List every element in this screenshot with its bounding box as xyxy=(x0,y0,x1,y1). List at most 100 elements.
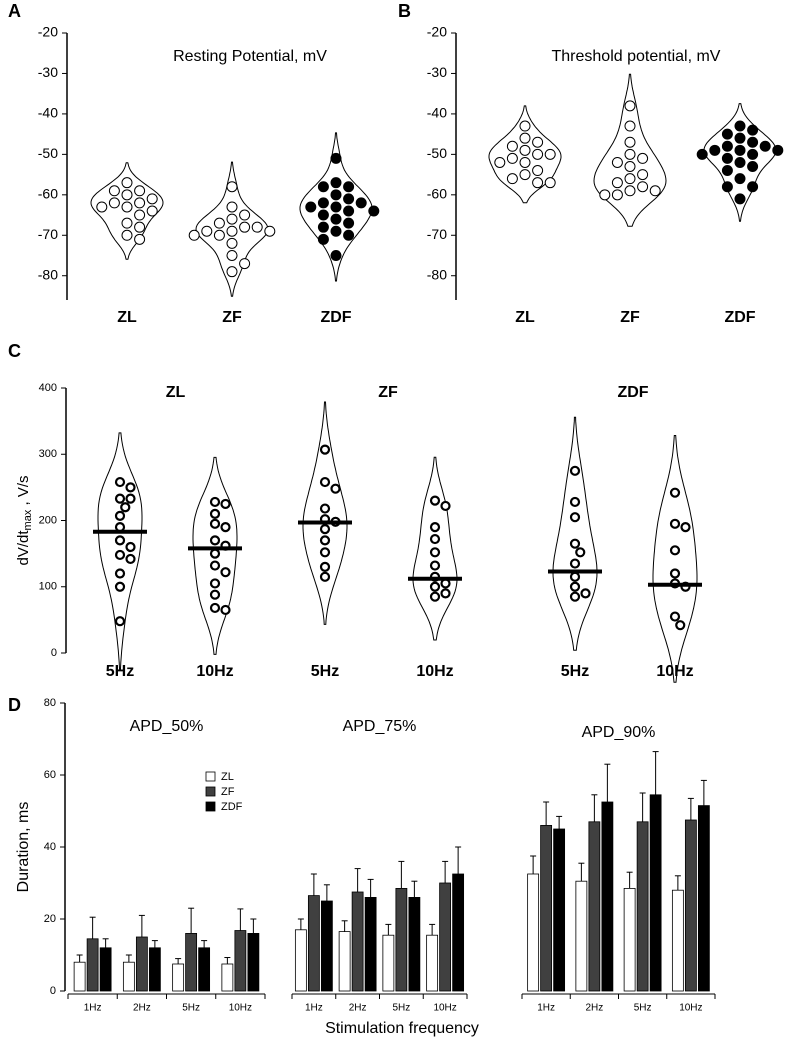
x-tick-label: 10Hz xyxy=(656,663,693,680)
error-bar xyxy=(543,801,550,826)
data-point xyxy=(121,217,133,229)
data-point xyxy=(330,483,341,494)
bar xyxy=(338,931,351,992)
x-tick-label: 5Hz xyxy=(106,663,134,680)
data-point xyxy=(747,161,759,172)
y-tick-label: -50 xyxy=(38,145,58,161)
data-point xyxy=(429,591,441,602)
x-tick-label: 1Hz xyxy=(305,1003,323,1014)
x-tick-label: 2Hz xyxy=(585,1003,603,1014)
data-point xyxy=(213,217,225,229)
bar xyxy=(426,934,439,992)
data-point xyxy=(696,148,708,160)
data-point xyxy=(669,568,681,579)
data-point xyxy=(134,209,146,221)
error-bar xyxy=(297,918,304,930)
error-bar xyxy=(354,868,361,892)
data-point xyxy=(121,229,133,241)
data-point xyxy=(317,221,329,233)
data-point xyxy=(429,495,441,506)
data-point xyxy=(747,136,759,148)
data-point xyxy=(368,205,380,217)
data-point xyxy=(330,152,342,164)
data-point xyxy=(319,535,331,546)
data-point xyxy=(611,177,623,189)
error-bar xyxy=(687,797,694,820)
data-point xyxy=(637,152,649,164)
data-point xyxy=(121,177,133,189)
legend-label: ZL xyxy=(221,771,234,783)
data-point xyxy=(624,136,636,148)
data-point xyxy=(544,177,556,189)
data-point xyxy=(239,258,251,270)
data-point xyxy=(319,476,331,488)
panel-letter: D xyxy=(8,695,21,715)
violin xyxy=(97,432,143,671)
data-point xyxy=(675,620,686,631)
data-point xyxy=(624,161,636,172)
violin xyxy=(299,132,373,282)
y-tick-label: -30 xyxy=(427,64,447,80)
data-point xyxy=(319,571,331,582)
error-bar xyxy=(76,954,83,963)
y-tick-label: -80 xyxy=(38,266,58,282)
y-label-main: dV/dt xyxy=(15,530,32,566)
data-point xyxy=(209,578,221,589)
error-bar xyxy=(429,923,436,936)
error-bar xyxy=(310,873,317,896)
data-point xyxy=(747,181,759,193)
bar xyxy=(697,805,710,992)
data-point xyxy=(121,201,133,213)
bar xyxy=(198,947,211,992)
x-tick-label: ZL xyxy=(515,309,535,326)
x-tick-label: ZF xyxy=(620,309,640,326)
x-tick-label: 1Hz xyxy=(84,1003,102,1014)
data-point xyxy=(209,518,221,529)
data-point xyxy=(209,548,221,559)
data-point xyxy=(532,148,544,160)
data-point xyxy=(114,616,126,627)
data-point xyxy=(239,221,251,233)
data-point xyxy=(734,120,746,132)
data-point xyxy=(532,165,544,177)
group-label: ZL xyxy=(166,384,186,401)
x-tick-label: 5Hz xyxy=(311,663,339,680)
data-point xyxy=(226,201,238,213)
y-tick-label: -40 xyxy=(38,105,58,121)
data-point xyxy=(519,120,531,132)
bar xyxy=(247,933,260,992)
bar xyxy=(575,880,588,992)
data-point xyxy=(569,558,581,569)
data-point xyxy=(220,567,231,578)
data-point xyxy=(239,209,251,221)
data-point xyxy=(624,185,636,197)
error-bar xyxy=(138,914,145,937)
data-point xyxy=(330,177,342,189)
data-point xyxy=(429,547,441,558)
data-point xyxy=(317,197,329,209)
data-point xyxy=(772,144,784,156)
chart-title: Resting Potential, mV xyxy=(173,48,327,65)
error-bar xyxy=(578,862,585,882)
error-bar xyxy=(201,940,208,948)
error-bar xyxy=(652,751,659,795)
bar xyxy=(86,938,99,992)
violin xyxy=(652,435,698,683)
error-bar xyxy=(237,908,244,931)
subplot-title: APD_90% xyxy=(582,724,656,741)
data-point xyxy=(519,156,531,168)
data-point xyxy=(146,193,158,205)
error-bar xyxy=(341,920,348,932)
x-tick-label: 10Hz xyxy=(229,1003,252,1014)
data-point xyxy=(330,225,342,237)
error-bar xyxy=(367,878,374,898)
bar xyxy=(221,963,234,992)
group-label: ZF xyxy=(378,384,398,401)
data-point xyxy=(721,140,733,152)
y-tick-label: -80 xyxy=(427,266,447,282)
error-bar xyxy=(125,954,132,963)
data-point xyxy=(220,498,231,510)
error-bar xyxy=(530,855,537,874)
x-tick-label: 2Hz xyxy=(349,1003,367,1014)
